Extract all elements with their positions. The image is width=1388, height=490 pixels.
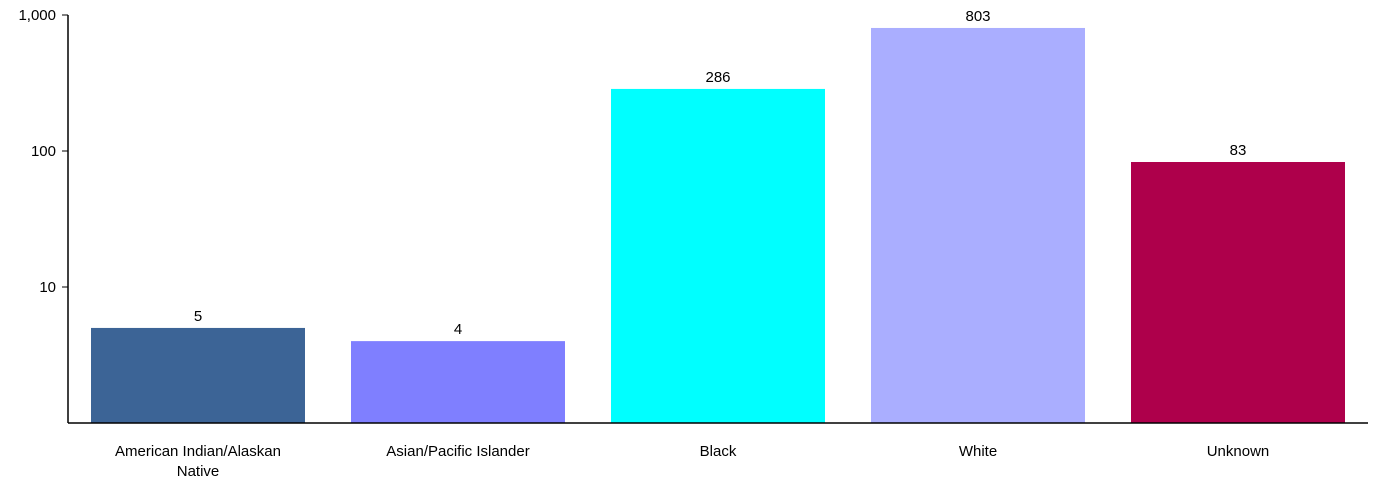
axes-layer: 10 100 1,000 American Indian/Alaskan Native A… [18,7,1368,480]
y-tick-label-0: 10 [39,279,56,296]
bars-layer [91,27,1345,424]
y-tick-label-1: 100 [31,143,56,160]
x-tick-label-1-line-0: Asian/Pacific Islander [386,443,529,460]
data-label-1: 4 [454,321,462,338]
x-tick-label-4-line-0: Unknown [1207,443,1270,460]
data-labels-layer: 5 4 286 803 83 [194,8,1247,338]
x-tick-label-0-line-0: American Indian/Alaskan [115,443,281,460]
y-tick-label-2: 1,000 [18,7,56,24]
data-label-3: 803 [965,8,990,25]
bar-0 [91,327,305,423]
x-tick-label-0-line-1: Native [177,463,220,480]
data-label-0: 5 [194,308,202,325]
data-label-2: 286 [705,69,730,86]
bar-4 [1131,162,1345,424]
bar-1 [351,341,565,423]
x-tick-label-2-line-0: Black [700,443,737,460]
bar-2 [611,88,825,424]
bar-3 [871,27,1085,424]
data-label-4: 83 [1230,142,1247,159]
x-tick-label-3-line-0: White [959,443,997,460]
